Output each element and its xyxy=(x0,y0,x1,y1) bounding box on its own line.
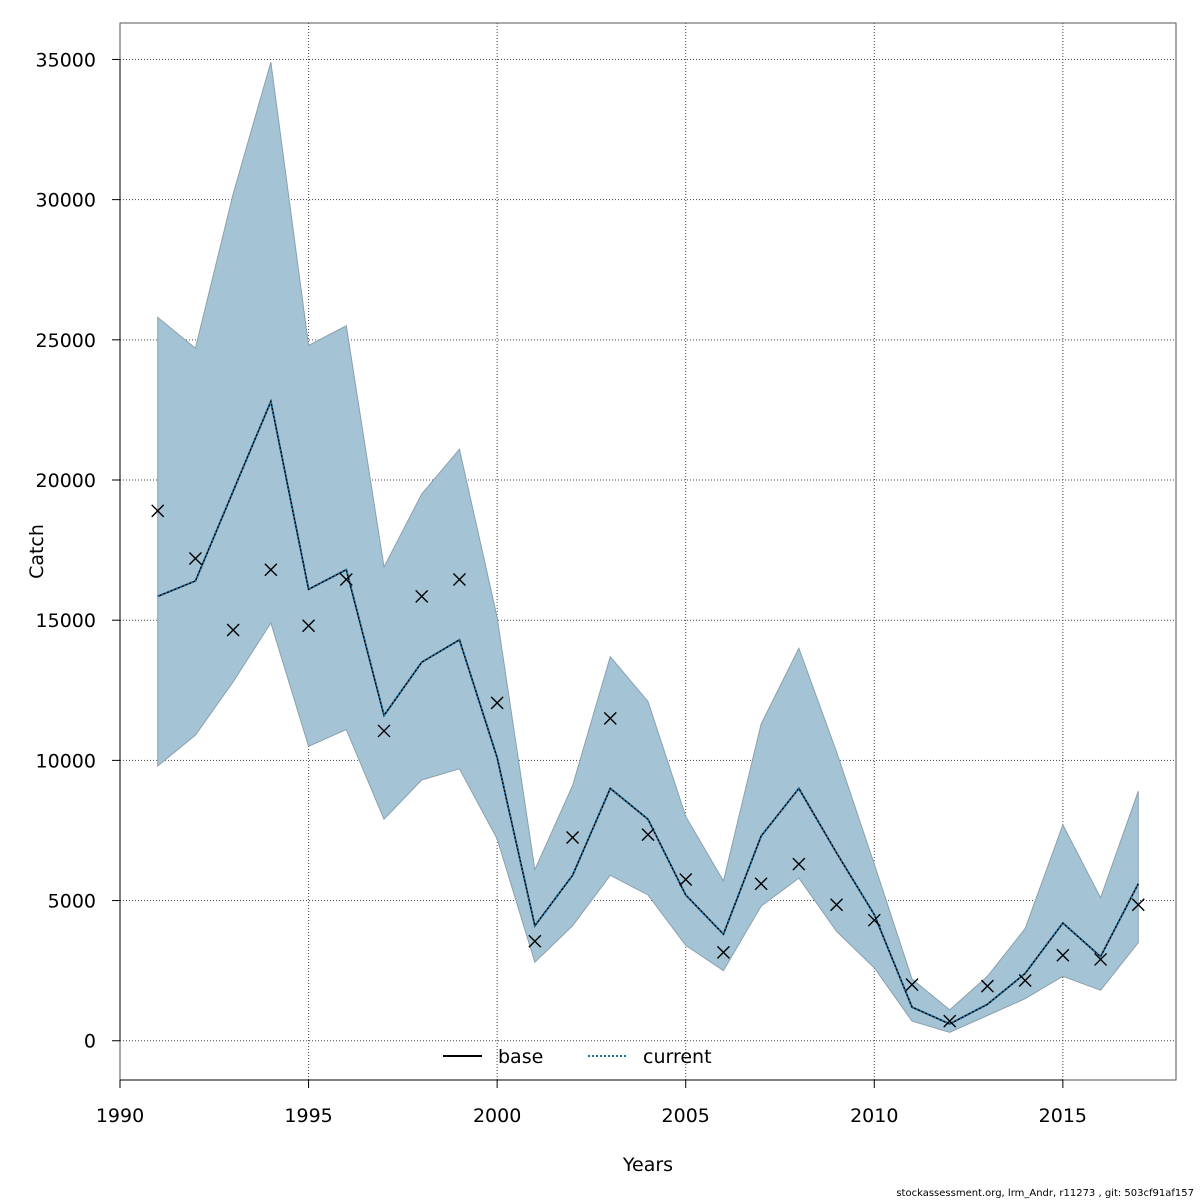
series-line-current xyxy=(157,398,1140,1026)
y-tick-label: 0 xyxy=(84,1031,96,1053)
observed-point xyxy=(566,830,580,844)
observed-point xyxy=(1018,973,1032,987)
y-tick-label: 10000 xyxy=(36,750,96,772)
legend-label-current: current xyxy=(643,1046,712,1068)
observed-point xyxy=(151,504,165,518)
x-axis-title: Years xyxy=(622,1154,673,1176)
observed-point xyxy=(415,589,429,603)
series-lines xyxy=(157,398,1140,1026)
confidence-band-area xyxy=(157,62,1139,1033)
observed-point xyxy=(264,563,278,577)
observed-point xyxy=(905,978,919,992)
observed-point xyxy=(528,934,542,948)
legend: base current xyxy=(443,1046,712,1068)
observed-markers xyxy=(151,504,1145,1028)
y-tick-label: 20000 xyxy=(36,470,96,492)
y-tick-label: 30000 xyxy=(36,190,96,212)
observed-point xyxy=(302,619,316,633)
y-tick-label: 5000 xyxy=(48,891,96,913)
observed-point xyxy=(1094,952,1108,966)
x-tick-label: 2015 xyxy=(1039,1105,1087,1127)
observed-point xyxy=(830,898,844,912)
grid-lines xyxy=(119,23,1176,1080)
x-tick-label: 2010 xyxy=(850,1105,898,1127)
observed-point xyxy=(339,573,353,587)
observed-point xyxy=(226,623,240,637)
y-axis-title: Catch xyxy=(26,524,48,579)
legend-label-base: base xyxy=(498,1046,543,1068)
x-tick-label: 1995 xyxy=(284,1105,332,1127)
observed-point xyxy=(754,877,768,891)
observed-point xyxy=(377,724,391,738)
footnote: stockassessment.org, lrm_Andr, r11273 , … xyxy=(896,1188,1194,1199)
confidence-band xyxy=(157,62,1139,1033)
y-tick-label: 15000 xyxy=(36,610,96,632)
observed-point xyxy=(980,979,994,993)
observed-point xyxy=(716,945,730,959)
x-tick-label: 1990 xyxy=(96,1105,144,1127)
observed-point xyxy=(679,873,693,887)
observed-point xyxy=(188,552,202,566)
axes: 0 5000 10000 15000 20000 25000 30000 35000 1990 1… xyxy=(36,49,1087,1127)
y-tick-label: 35000 xyxy=(36,49,96,71)
observed-point xyxy=(603,711,617,725)
observed-point xyxy=(943,1014,957,1028)
observed-point xyxy=(641,828,655,842)
x-tick-label: 2005 xyxy=(662,1105,710,1127)
observed-point xyxy=(452,573,466,587)
y-tick-label: 25000 xyxy=(36,330,96,352)
observed-point xyxy=(1056,948,1070,962)
observed-point xyxy=(792,857,806,871)
observed-point xyxy=(867,913,881,927)
observed-point xyxy=(1131,898,1145,912)
x-tick-label: 2000 xyxy=(473,1105,521,1127)
observed-point xyxy=(490,696,504,710)
